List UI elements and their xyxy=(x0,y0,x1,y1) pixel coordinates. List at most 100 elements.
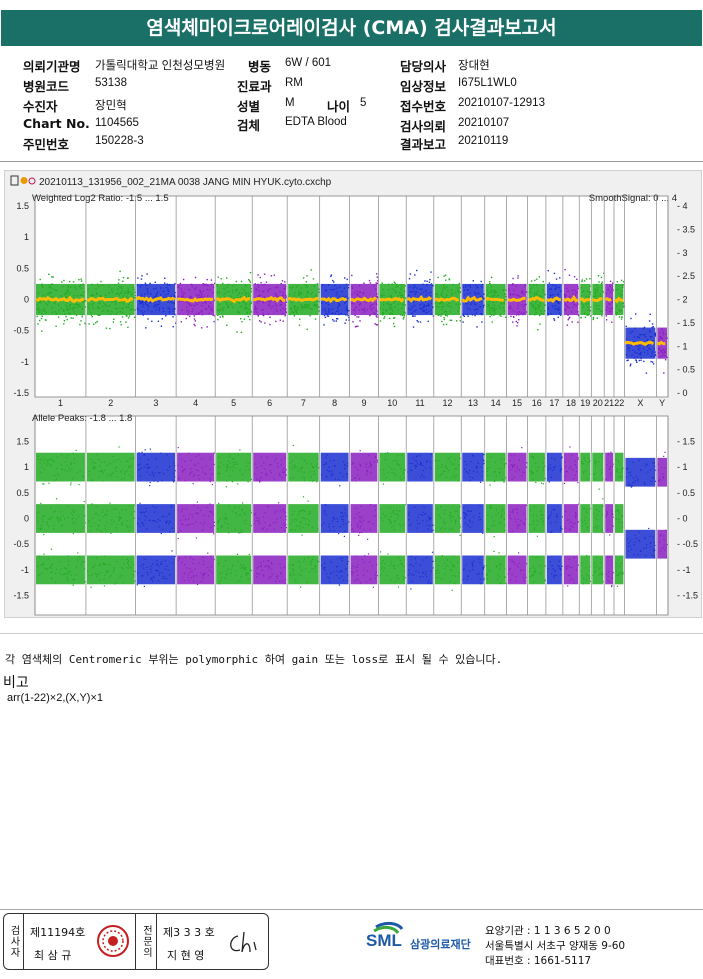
allele-scatter-chr-15 xyxy=(507,552,528,582)
official-seal-icon xyxy=(97,925,129,957)
allele-band-chr-6 xyxy=(253,555,287,585)
allele-band-chr-6 xyxy=(253,504,287,533)
specialist-label: 전문의 xyxy=(140,925,152,958)
logo-text: SML xyxy=(366,931,402,950)
allele-band-chr-8 xyxy=(320,452,349,482)
smooth-signal-chr-11 xyxy=(406,295,433,303)
report-title: 염색체마이크로어레이검사 (CMA) 검사결과보고서 xyxy=(1,10,702,46)
allele-scatter-chr-15 xyxy=(508,447,528,480)
age-label: 나이 xyxy=(327,99,351,114)
divider xyxy=(0,909,703,910)
smooth-signal-chr-13 xyxy=(461,295,483,303)
allele-band-chr-9 xyxy=(350,452,378,482)
allele-scatter-chr-7 xyxy=(289,444,320,483)
allele-band-chr-21 xyxy=(605,555,614,585)
allele-scatter-chr-9 xyxy=(350,504,377,540)
smooth-signal-chr-Y xyxy=(656,340,666,346)
ward-label: 병동 xyxy=(248,59,272,74)
chromosome-label: X xyxy=(637,398,643,408)
cma-plot-panel: 20210113_131956_002_21MA 0038 JANG MIN H… xyxy=(4,170,702,618)
allele-band-chr-8 xyxy=(320,504,349,533)
tick-label: - 1 xyxy=(677,462,688,472)
chromosome-label: 22 xyxy=(614,398,624,408)
allele-scatter-chr-4 xyxy=(177,447,215,486)
department-value: RM xyxy=(285,77,303,89)
allele-scatter-chr-8 xyxy=(320,557,349,586)
sml-logo-icon xyxy=(373,921,404,934)
allele-band-chr-4 xyxy=(177,504,215,533)
allele-scatter-chr-18 xyxy=(565,556,580,587)
tick-label: - -0.5 xyxy=(677,539,698,549)
allele-band-chr-21 xyxy=(605,504,614,533)
allele-scatter-chr-8 xyxy=(321,504,350,537)
chromosome-label: 20 xyxy=(593,398,603,408)
allele-scatter-chr-13 xyxy=(463,505,484,534)
chromosome-label: 13 xyxy=(468,398,478,408)
smooth-signal-chr-21 xyxy=(604,297,612,302)
hospital-code-value: 53138 xyxy=(95,77,127,89)
allele-band-chr-22 xyxy=(615,452,624,482)
ward-value: 6W / 601 xyxy=(285,57,332,69)
tick-label: -0.5 xyxy=(13,539,29,549)
marker-icon xyxy=(20,177,28,184)
allele-band-chr-17 xyxy=(546,504,562,533)
allele-band-chr-22 xyxy=(615,555,624,585)
allele-scatter-chr-21 xyxy=(605,451,614,481)
tick-label: - 3 xyxy=(677,248,688,258)
chromosome-label: 19 xyxy=(580,398,590,408)
chromosome-label: 17 xyxy=(549,398,559,408)
allele-scatter-chr-20 xyxy=(593,498,604,534)
phone: 대표번호 : 1661-5117 xyxy=(485,955,592,967)
allele-scatter-chr-16 xyxy=(528,455,546,485)
allele-band-chr-19 xyxy=(580,504,591,533)
allele-scatter-chr-1 xyxy=(37,548,86,586)
allele-band-chr-16 xyxy=(528,555,545,585)
tick-label: - 1 xyxy=(677,341,688,351)
smooth-signal-chr-4 xyxy=(176,297,214,303)
allele-scatter-chr-7 xyxy=(288,556,320,588)
tick-label: 1.5 xyxy=(16,436,29,446)
allele-scatter-chr-8 xyxy=(321,454,349,487)
tick-label: - -1 xyxy=(677,565,691,575)
chromosome-label: 7 xyxy=(301,398,306,408)
allele-scatter-chr-12 xyxy=(435,555,460,591)
tick-label: - 4 xyxy=(677,201,688,211)
allele-band-chr-21 xyxy=(605,452,614,482)
tick-label: - -1.5 xyxy=(677,591,698,601)
file-name: 20210113_131956_002_21MA 0038 JANG MIN H… xyxy=(39,177,332,188)
institution-label: 의뢰기관명 xyxy=(23,59,81,74)
log2-band-chr-16 xyxy=(528,283,545,316)
allele-band-chr-5 xyxy=(216,555,252,585)
tick-label: -0.5 xyxy=(13,326,29,336)
tick-label: 0 xyxy=(24,514,29,524)
allele-scatter-chr-2 xyxy=(88,446,135,482)
smooth-signal-chr-8 xyxy=(320,296,348,304)
allele-band-chr-10 xyxy=(379,555,406,585)
allele-band-chr-20 xyxy=(592,555,604,585)
top-panel-title: Weighted Log2 Ratio: -1.5 ... 1.5 xyxy=(32,193,169,204)
smooth-signal-chr-20 xyxy=(591,296,603,303)
allele-scatter-chr-15 xyxy=(508,504,527,533)
chromosome-label: 12 xyxy=(443,398,453,408)
smooth-signal-chr-10 xyxy=(379,296,405,303)
allele-band-chr-13 xyxy=(462,452,484,482)
allele-band-chr-3 xyxy=(136,452,176,482)
divider xyxy=(0,633,703,634)
receiver-value: 장민혁 xyxy=(95,100,127,112)
tick-label: - 1.5 xyxy=(677,436,695,446)
allele-band-chr-X xyxy=(625,457,656,487)
allele-band-chr-12 xyxy=(434,452,461,482)
cma-plot: 20210113_131956_002_21MA 0038 JANG MIN H… xyxy=(10,175,698,616)
receiver-label: 수진자 xyxy=(23,99,58,114)
hospital-code-label: 병원코드 xyxy=(23,79,70,94)
chromosome-label: 4 xyxy=(193,398,198,408)
specialist-name: 지 현 영 xyxy=(167,949,205,962)
tick-label: - 0.5 xyxy=(677,365,695,375)
allele-band-chr-Y xyxy=(657,457,667,487)
chromosome-label: 8 xyxy=(332,398,337,408)
tick-label: 0.5 xyxy=(16,488,29,498)
allele-scatter-chr-16 xyxy=(528,506,544,537)
top-panel-right-title: SmoothSignal: 0 ... 4 xyxy=(589,193,677,204)
tick-label: - 0 xyxy=(677,388,688,398)
gender-icon xyxy=(28,177,36,185)
